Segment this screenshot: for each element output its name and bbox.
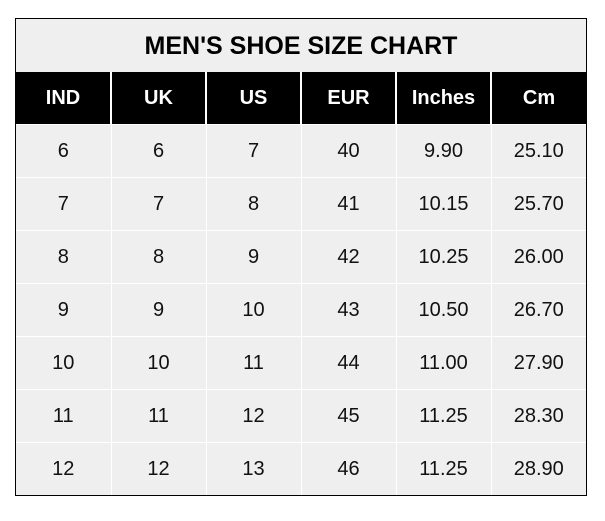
table-cell: 10 [110, 336, 206, 390]
table-cell: 11 [16, 389, 111, 443]
column-header: US [205, 72, 301, 125]
table-cell: 43 [300, 283, 396, 337]
table-cell: 10 [205, 283, 301, 337]
table-cell: 28.30 [490, 389, 586, 443]
table-row: 10 10 11 44 11.00 27.90 [16, 336, 586, 390]
table-cell: 26.00 [490, 230, 586, 284]
table-cell: 28.90 [490, 442, 586, 495]
table-cell: 10.25 [395, 230, 491, 284]
table-cell: 41 [300, 177, 396, 231]
table-cell: 45 [300, 389, 396, 443]
table-cell: 25.10 [490, 124, 586, 178]
table-cell: 7 [205, 124, 301, 178]
header-row: IND UK US EUR Inches Cm [16, 72, 586, 125]
table-cell: 11 [110, 389, 206, 443]
table-cell: 46 [300, 442, 396, 495]
table-cell: 9 [110, 283, 206, 337]
table-cell: 12 [205, 389, 301, 443]
table-cell: 11.25 [395, 442, 491, 495]
table-row: 12 12 13 46 11.25 28.90 [16, 442, 586, 495]
table-cell: 27.90 [490, 336, 586, 390]
size-chart: MEN'S SHOE SIZE CHART IND UK US EUR Inches Cm… [15, 18, 587, 496]
table-cell: 8 [110, 230, 206, 284]
table-cell: 13 [205, 442, 301, 495]
table-cell: 26.70 [490, 283, 586, 337]
table-cell: 11 [205, 336, 301, 390]
table-row: 9 9 10 43 10.50 26.70 [16, 283, 586, 337]
table-cell: 42 [300, 230, 396, 284]
column-header: UK [110, 72, 206, 125]
table-cell: 11.00 [395, 336, 491, 390]
table-cell: 9 [205, 230, 301, 284]
table-row: 6 6 7 40 9.90 25.10 [16, 124, 586, 178]
table-cell: 12 [110, 442, 206, 495]
table-cell: 44 [300, 336, 396, 390]
table-cell: 25.70 [490, 177, 586, 231]
table-cell: 8 [205, 177, 301, 231]
table-cell: 8 [16, 230, 111, 284]
column-header: Cm [490, 72, 586, 125]
table-cell: 6 [16, 124, 111, 178]
table-cell: 40 [300, 124, 396, 178]
table-cell: 9.90 [395, 124, 491, 178]
table-row: 8 8 9 42 10.25 26.00 [16, 230, 586, 284]
table-row: 7 7 8 41 10.15 25.70 [16, 177, 586, 231]
table-row: 11 11 12 45 11.25 28.30 [16, 389, 586, 443]
table-cell: 7 [16, 177, 111, 231]
table-cell: 9 [16, 283, 111, 337]
column-header: IND [16, 72, 111, 125]
chart-title: MEN'S SHOE SIZE CHART [16, 19, 586, 72]
table-cell: 10.50 [395, 283, 491, 337]
column-header: EUR [300, 72, 396, 125]
table-cell: 10.15 [395, 177, 491, 231]
table-cell: 7 [110, 177, 206, 231]
table-cell: 11.25 [395, 389, 491, 443]
table-cell: 12 [16, 442, 111, 495]
table-cell: 10 [16, 336, 111, 390]
table-cell: 6 [110, 124, 206, 178]
column-header: Inches [395, 72, 491, 125]
size-table: IND UK US EUR Inches Cm 6 6 7 40 9.90 25.10 7 7 8 41 10… [16, 72, 586, 495]
